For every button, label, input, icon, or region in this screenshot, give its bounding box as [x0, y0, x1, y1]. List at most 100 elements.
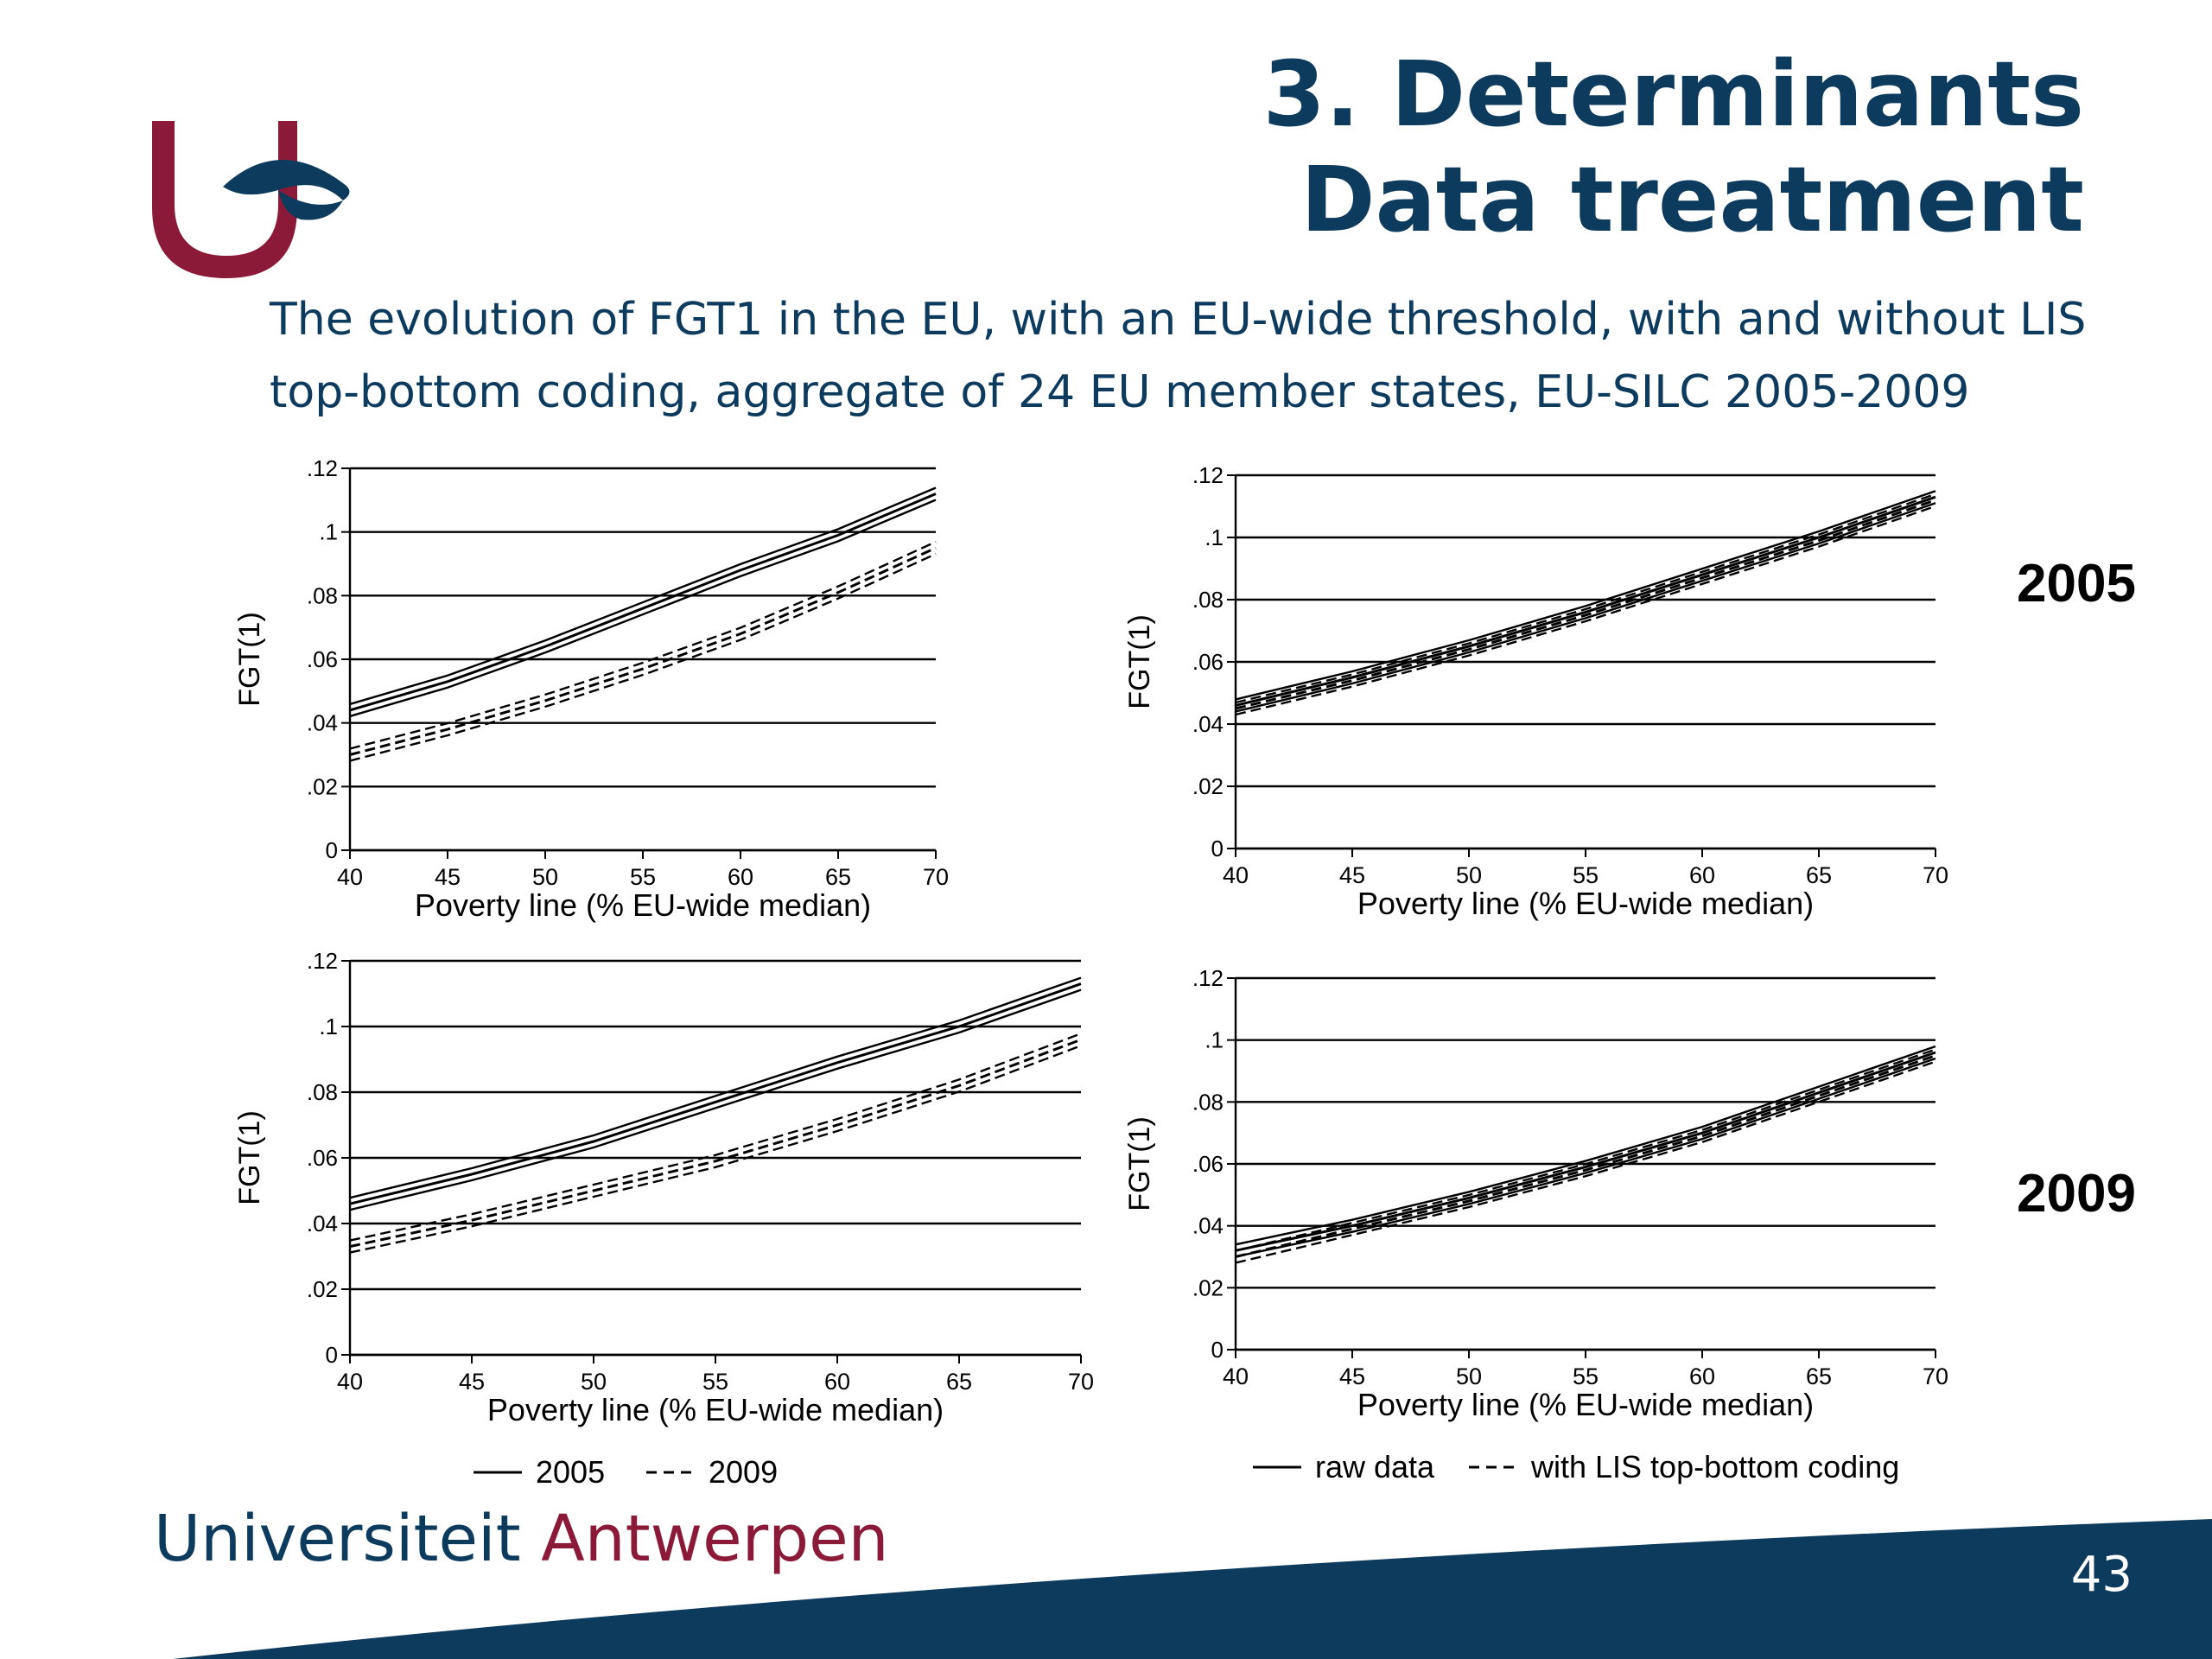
title-line-1: 3. Determinants [1262, 41, 2084, 147]
x-tick-label: 40 [1223, 1363, 1249, 1389]
y-tick-label: .08 [307, 1079, 338, 1105]
y-tick-label: .1 [1205, 524, 1224, 550]
logo-u-shape [152, 121, 297, 278]
subtitle-line-2: top-bottom coding, aggregate of 24 EU me… [270, 366, 1970, 418]
chart-2009-by-coding: 0 .02 .04 .06 .08 .1 .12 40 45 50 55 60 65 70 Poverty … [1123, 965, 1948, 1484]
y-tick-label: .12 [1192, 965, 1224, 991]
x-tick-label: 45 [1339, 862, 1365, 888]
slide-title: 3. Determinants Data treatment [1263, 41, 2084, 252]
x-tick-label: 65 [946, 1369, 972, 1395]
x-axis-label: Poverty line (% EU-wide median) [487, 1392, 944, 1427]
series-line-raw-data-band [1235, 490, 1936, 701]
x-tick-label: 70 [1068, 1369, 1094, 1395]
y-tick-label: .1 [319, 1014, 338, 1039]
subtitle-line-1: The evolution of FGT1 in the EU, with an… [270, 294, 2087, 346]
x-tick-label: 70 [1923, 862, 1948, 888]
series-line-raw-data-band [1235, 502, 1936, 713]
y-tick-label: .12 [307, 948, 338, 974]
footer-swoosh [173, 1519, 2212, 1659]
y-tick-label: .04 [1192, 711, 1224, 737]
x-tick-label: 55 [702, 1369, 728, 1395]
series-line-with-lis-top-bottom-coding-band [1235, 493, 1936, 704]
y-axis-label: FGT(1) [1123, 1116, 1156, 1211]
y-axis-label: FGT(1) [233, 1110, 266, 1205]
x-tick-label: 60 [824, 1369, 850, 1395]
series-line-raw-data-band [1235, 1045, 1936, 1246]
university-logo [152, 121, 350, 278]
x-tick-label: 50 [1456, 862, 1482, 888]
y-tick-label: .08 [307, 582, 338, 608]
x-tick-label: 50 [1456, 1363, 1482, 1389]
y-tick-label: .12 [307, 455, 338, 481]
y-axis-label: FGT(1) [233, 612, 266, 707]
year-label-2005: 2005 [2017, 554, 2136, 613]
slide-subtitle: The evolution of FGT1 in the EU, with an… [270, 283, 2205, 429]
series-line-with-lis-top-bottom-coding-band [1235, 1048, 1936, 1252]
y-tick-label: .04 [1192, 1213, 1224, 1239]
x-axis-label: Poverty line (% EU-wide median) [415, 887, 871, 923]
y-tick-label: .04 [307, 710, 338, 736]
y-tick-label: 0 [1211, 836, 1224, 861]
x-tick-label: 40 [1223, 862, 1249, 888]
y-tick-label: .1 [1205, 1027, 1224, 1053]
x-tick-label: 65 [1806, 1363, 1832, 1389]
y-tick-label: .02 [1192, 773, 1224, 799]
legend-label: 2009 [709, 1454, 778, 1490]
university-name: Universiteit Antwerpen [154, 1502, 889, 1576]
x-tick-label: 60 [728, 864, 753, 890]
y-tick-label: .04 [307, 1211, 338, 1236]
y-axis-label: FGT(1) [1123, 614, 1156, 709]
x-tick-label: 70 [923, 864, 949, 890]
series-line-2009-band [349, 552, 937, 762]
series-line-with-lis-top-bottom-coding-band [1235, 1060, 1936, 1264]
series-line-2009-band [349, 1045, 1082, 1254]
y-tick-label: .08 [1192, 587, 1224, 613]
x-tick-label: 60 [1689, 1363, 1715, 1389]
x-tick-label: 65 [1806, 862, 1832, 888]
series-line-with-lis-top-bottom-coding-band [1235, 505, 1936, 716]
x-tick-label: 55 [1573, 1363, 1599, 1389]
y-tick-label: 0 [326, 837, 338, 863]
chart-2009-by-year: 0 .02 .04 .06 .08 .1 .12 40 45 50 55 60 65 70 Poverty … [233, 948, 1094, 1490]
x-tick-label: 50 [532, 864, 558, 890]
y-tick-label: .12 [1192, 462, 1224, 488]
university-name-part1: Universiteit [154, 1502, 542, 1576]
university-name-part2: Antwerpen [541, 1502, 889, 1576]
x-tick-label: 55 [1573, 862, 1599, 888]
y-tick-label: .1 [319, 519, 338, 545]
x-tick-label: 40 [337, 864, 363, 890]
y-tick-label: .06 [307, 1145, 338, 1171]
x-tick-label: 45 [459, 1369, 485, 1395]
page-number: 43 [2070, 1547, 2133, 1603]
logo-wave-tail [278, 190, 343, 220]
y-tick-label: .02 [307, 1276, 338, 1302]
chart-2005-by-coding: 0 .02 .04 .06 .08 .1 .12 40 45 50 55 60 65 70 Poverty … [1123, 462, 1948, 921]
x-axis-label: Poverty line (% EU-wide median) [1357, 886, 1814, 921]
x-tick-label: 65 [825, 864, 851, 890]
x-tick-label: 45 [435, 864, 461, 890]
y-tick-label: .06 [1192, 1151, 1224, 1177]
series-line-2005-band [349, 976, 1082, 1199]
legend-label: with LIS top-bottom coding [1530, 1449, 1899, 1484]
legend-label: raw data [1315, 1449, 1435, 1484]
x-axis-label: Poverty line (% EU-wide median) [1357, 1387, 1814, 1422]
y-tick-label: .08 [1192, 1089, 1224, 1115]
title-line-2: Data treatment [1300, 147, 2084, 252]
legend-label: 2005 [536, 1454, 605, 1490]
y-tick-label: 0 [326, 1342, 338, 1368]
series-line-2009-band [349, 540, 937, 750]
logo-wave-shape [223, 159, 350, 200]
x-tick-label: 60 [1689, 862, 1715, 888]
x-tick-label: 70 [1923, 1363, 1948, 1389]
x-tick-label: 40 [337, 1369, 363, 1395]
x-tick-label: 55 [630, 864, 656, 890]
y-tick-label: .02 [1192, 1274, 1224, 1300]
y-tick-label: .02 [307, 773, 338, 799]
series-line-2005-band [349, 988, 1082, 1211]
series-line-raw-data-band [1235, 1057, 1936, 1258]
y-tick-label: 0 [1211, 1337, 1224, 1363]
series-line-2005-band [349, 499, 937, 718]
year-label-2009: 2009 [2017, 1164, 2136, 1224]
series-line-2009-band [349, 1033, 1082, 1242]
series-line-2005-band [349, 486, 937, 706]
